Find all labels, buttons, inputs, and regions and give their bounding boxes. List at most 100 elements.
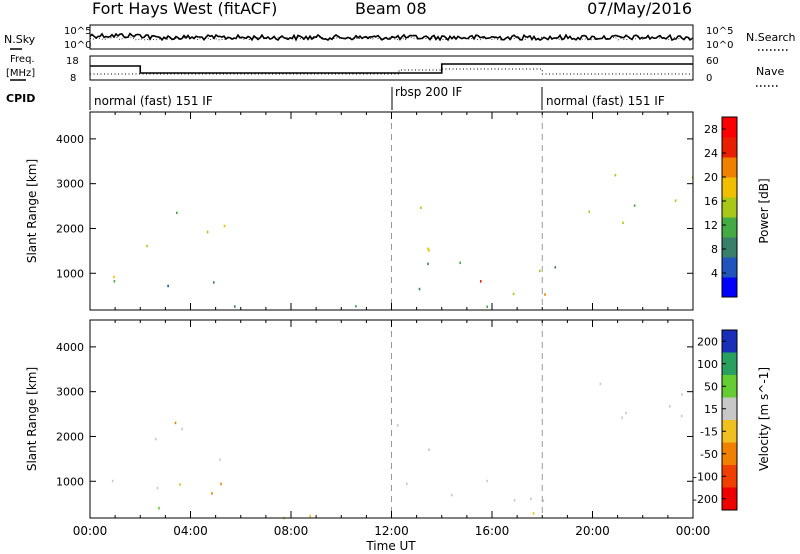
power-colorbar: 4 8 12 16 20 24 28: [704, 116, 738, 298]
echo-cell: [427, 247, 429, 251]
echo-patch-9: [486, 305, 488, 308]
power-colorbar-swatch: [722, 217, 737, 238]
freq-panel-frame: [89, 55, 694, 81]
y-tick-label: 2000: [56, 430, 84, 443]
power-colorbar-swatch: [722, 197, 737, 218]
nsky-label: N.Sky: [4, 33, 36, 46]
power-colorbar-swatch: [722, 137, 737, 158]
echo-cell: [669, 405, 671, 408]
velocity-colorbar-swatch: [722, 375, 737, 398]
echo-cell: [309, 514, 311, 518]
echo-cell: [554, 266, 557, 269]
echo-patch-8: [532, 512, 535, 515]
echo-patch-0: [155, 427, 221, 461]
echo-patch-1: [113, 275, 116, 283]
time-xlabel: Time UT: [365, 539, 416, 553]
noise-tick-right-high: 10^5: [706, 26, 733, 37]
echo-cell: [459, 261, 461, 265]
echo-patch-10: [588, 173, 694, 225]
echo-patch-1: [174, 421, 177, 425]
y-tick-label: 3000: [56, 386, 84, 399]
freq-tick-low: 8: [70, 73, 76, 84]
echo-cell: [234, 305, 236, 308]
time-tick-label: 00:00: [676, 524, 711, 538]
echo-cell: [220, 482, 222, 486]
power-colorbar-tick-label: 24: [704, 147, 718, 160]
velocity-colorbar-swatch: [722, 420, 737, 443]
echo-cell: [480, 280, 482, 283]
noise-panel-frame: [89, 24, 694, 50]
nave-tick-low: 0: [706, 73, 712, 84]
power-colorbar-tick-label: 8: [711, 243, 718, 256]
velocity-colorbar-tick-label: -50: [700, 448, 718, 461]
echo-patch-2: [111, 479, 159, 490]
freq-trace: [90, 63, 693, 75]
freq-unit-label: [MHz]: [6, 68, 35, 79]
echo-cell: [418, 287, 421, 291]
echo-cell: [111, 479, 114, 483]
echo-patch-3: [179, 482, 222, 495]
velocity-colorbar-swatch: [722, 487, 737, 511]
echo-cell: [428, 249, 430, 252]
echo-cell: [219, 458, 221, 461]
y-tick-label: 4000: [56, 133, 84, 146]
echo-patch-4: [355, 305, 357, 308]
power-y-axis: 1000 2000 3000 4000: [56, 112, 694, 310]
velocity-colorbar-tick-label: 100: [697, 358, 718, 371]
echo-cell: [451, 493, 453, 497]
velocity-colorbar-frame: [721, 329, 738, 511]
echo-cell: [158, 507, 160, 510]
power-colorbar-swatch: [722, 257, 737, 278]
power-colorbar-frame: [721, 116, 738, 298]
echo-cell: [622, 221, 624, 225]
nsearch-label: N.Search: [746, 31, 796, 44]
cpid-segment-1: rbsp 200 IF: [395, 85, 462, 99]
noise-tick-left-low: 10^0: [64, 40, 91, 51]
power-colorbar-tick-label: 20: [704, 171, 718, 184]
velocity-colorbar: 200 100 50 15 -15 -50 -100 -200: [693, 329, 738, 511]
noise-sky-line: [89, 32, 693, 42]
velocity-colorbar-tick-label: 50: [704, 380, 718, 393]
velocity-colorbar-tick-label: 15: [704, 403, 718, 416]
echo-cell: [181, 427, 183, 431]
time-tick-label: 04:00: [173, 524, 208, 538]
velocity-colorbar-label: Velocity [m s^-1]: [757, 367, 771, 471]
echo-patch-4: [158, 507, 160, 510]
power-colorbar-swatch: [722, 277, 737, 298]
velocity-colorbar-tick-label: 200: [697, 335, 718, 348]
date-label: 07/May/2016: [587, 0, 692, 18]
power-colorbar-swatch: [722, 177, 737, 198]
noise-trace: [89, 32, 694, 42]
echo-cell: [113, 280, 116, 283]
echo-cell: [223, 224, 226, 228]
echo-cell: [621, 416, 623, 419]
echo-cell: [674, 199, 677, 202]
freq-line: [90, 63, 693, 74]
velocity-colorbar-tick-label: -15: [700, 425, 718, 438]
echo-patch-8: [544, 293, 546, 296]
nave-tick-high: 60: [706, 56, 719, 67]
echo-cell: [625, 411, 627, 415]
echo-cell: [513, 499, 516, 502]
time-tick-label: 08:00: [274, 524, 309, 538]
echo-cell: [539, 269, 541, 273]
echo-cell: [113, 275, 115, 279]
y-tick-label: 1000: [56, 475, 84, 488]
velocity-ylabel: Slant Range [km]: [25, 367, 39, 471]
echo-cell: [530, 497, 532, 501]
echo-cell: [155, 437, 157, 441]
echo-cell: [428, 448, 430, 451]
echo-cell: [680, 414, 683, 418]
time-tick-label: 20:00: [575, 524, 610, 538]
velocity-colorbar-swatch: [722, 352, 737, 376]
noise-tick-right-low: 10^0: [706, 40, 733, 51]
power-ylabel: Slant Range [km]: [25, 159, 39, 263]
echo-patch-5: [283, 514, 311, 520]
echo-cell: [213, 281, 215, 284]
echo-patch-0: [146, 211, 226, 248]
y-tick-label: 2000: [56, 222, 84, 235]
echo-patch-6: [397, 424, 430, 451]
echo-cell: [156, 486, 159, 490]
time-axis: 00:00 04:00 08:00 12:00 16:00 20:00 00:00: [73, 524, 711, 538]
